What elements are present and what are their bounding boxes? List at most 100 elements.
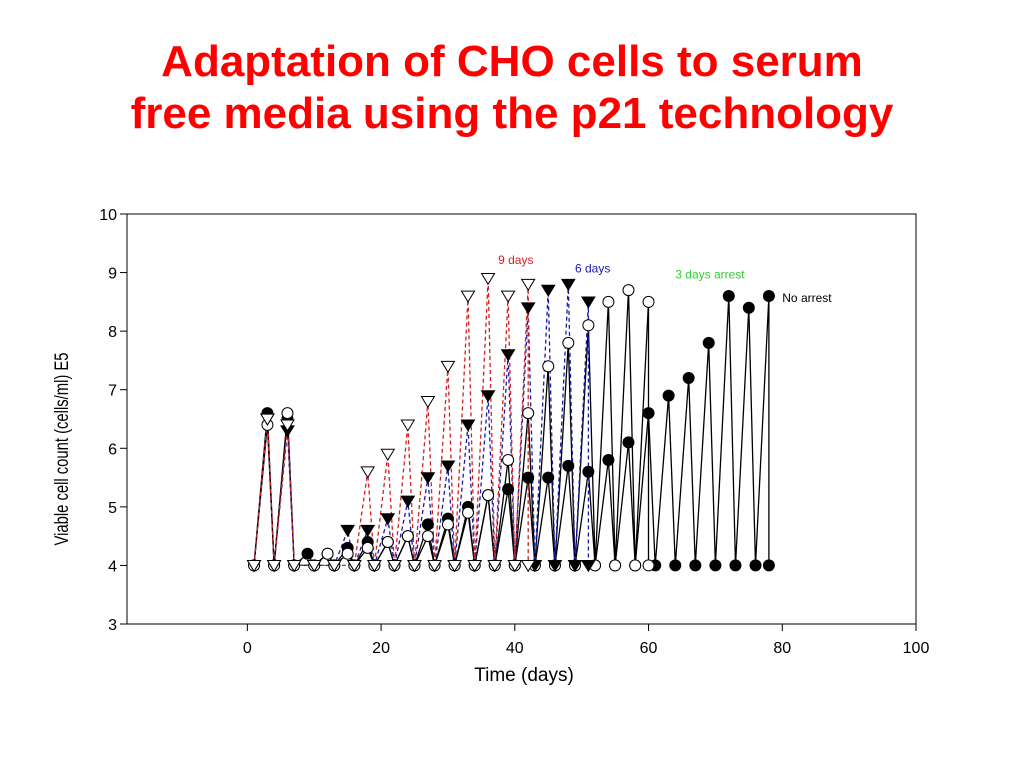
data-point xyxy=(260,413,275,426)
data-point xyxy=(306,560,322,573)
data-point xyxy=(689,559,702,572)
chart-annotation: 3 days arrest xyxy=(675,267,745,281)
series-line xyxy=(253,295,770,568)
data-point xyxy=(380,513,396,526)
data-point xyxy=(500,349,516,362)
y-tick-label: 7 xyxy=(108,383,117,400)
data-point xyxy=(682,372,695,384)
data-point xyxy=(367,560,382,573)
data-point xyxy=(441,518,454,531)
data-point xyxy=(346,560,362,573)
x-tick-label: 40 xyxy=(506,640,524,657)
data-point xyxy=(502,483,515,496)
title-line-2: free media using the p21 technology xyxy=(130,89,894,138)
data-point xyxy=(642,295,655,308)
data-point xyxy=(542,471,555,484)
data-point xyxy=(520,302,536,315)
data-point xyxy=(742,301,755,314)
data-point xyxy=(266,560,282,573)
data-point xyxy=(401,530,414,543)
data-point xyxy=(326,560,342,573)
data-point xyxy=(341,547,354,560)
data-point xyxy=(582,465,595,478)
data-point xyxy=(407,560,422,573)
x-tick-label: 60 xyxy=(640,640,658,657)
series-markers xyxy=(246,273,775,573)
data-point xyxy=(540,284,556,297)
title-line-1: Adaptation of CHO cells to serum xyxy=(161,37,863,86)
data-point xyxy=(702,336,715,349)
data-point xyxy=(580,560,596,573)
data-point xyxy=(609,559,622,572)
x-tick-label: 80 xyxy=(773,640,791,657)
data-point xyxy=(629,559,642,572)
data-point xyxy=(321,547,334,560)
data-point xyxy=(562,459,575,472)
chart-annotation: 6 days xyxy=(575,262,610,276)
series-line xyxy=(253,278,529,567)
data-point xyxy=(460,419,476,432)
data-point xyxy=(361,541,374,554)
y-tick-label: 9 xyxy=(108,266,117,283)
data-point xyxy=(602,454,615,466)
data-point xyxy=(246,560,262,573)
data-point xyxy=(562,336,575,349)
chart-annotation: 9 days xyxy=(498,253,533,267)
data-point xyxy=(387,560,402,573)
data-point xyxy=(547,560,563,573)
y-tick-label: 3 xyxy=(108,617,117,634)
data-point xyxy=(427,560,442,573)
data-point xyxy=(722,290,735,302)
data-point xyxy=(421,530,434,543)
data-point xyxy=(542,360,555,373)
data-point xyxy=(522,471,535,484)
data-point xyxy=(642,559,655,572)
data-point xyxy=(762,559,775,572)
data-point xyxy=(642,407,655,420)
data-point xyxy=(500,290,516,303)
data-point xyxy=(480,390,496,403)
data-point xyxy=(582,319,595,332)
data-point xyxy=(709,559,722,572)
x-tick-label: 0 xyxy=(243,640,252,657)
y-tick-label: 5 xyxy=(108,500,117,517)
series-line xyxy=(253,290,650,568)
data-point xyxy=(762,290,775,302)
data-point xyxy=(340,524,356,538)
data-point xyxy=(749,559,762,572)
y-tick-label: 8 xyxy=(108,324,117,341)
data-point xyxy=(669,559,682,572)
plot-frame xyxy=(126,213,917,625)
annotations: 9 days 6 days 3 days arrest No arrest xyxy=(498,253,832,305)
data-point xyxy=(622,436,635,449)
data-point xyxy=(560,278,576,292)
data-point xyxy=(460,290,476,303)
data-point xyxy=(482,489,495,502)
data-point xyxy=(480,273,496,286)
data-point xyxy=(622,284,635,297)
slide-title: Adaptation of CHO cells to serum free me… xyxy=(0,36,1024,140)
y-tick-label: 6 xyxy=(108,441,117,458)
data-point xyxy=(360,524,376,538)
x-tick-label: 20 xyxy=(372,640,390,657)
data-point xyxy=(520,560,536,573)
data-point xyxy=(281,407,294,420)
data-point xyxy=(420,396,436,409)
data-point xyxy=(400,495,416,508)
data-point xyxy=(467,560,483,573)
data-point xyxy=(602,295,615,308)
data-point xyxy=(447,560,463,573)
data-point xyxy=(301,547,314,560)
x-tick-label: 100 xyxy=(903,640,930,657)
data-point xyxy=(381,536,394,548)
x-axis-title: Time (days) xyxy=(474,665,574,686)
data-point xyxy=(662,389,675,402)
data-point xyxy=(360,466,376,479)
data-point xyxy=(502,454,515,466)
data-point xyxy=(421,518,434,531)
data-point xyxy=(440,360,456,374)
data-point xyxy=(487,560,503,573)
y-tick-label: 10 xyxy=(99,207,117,224)
